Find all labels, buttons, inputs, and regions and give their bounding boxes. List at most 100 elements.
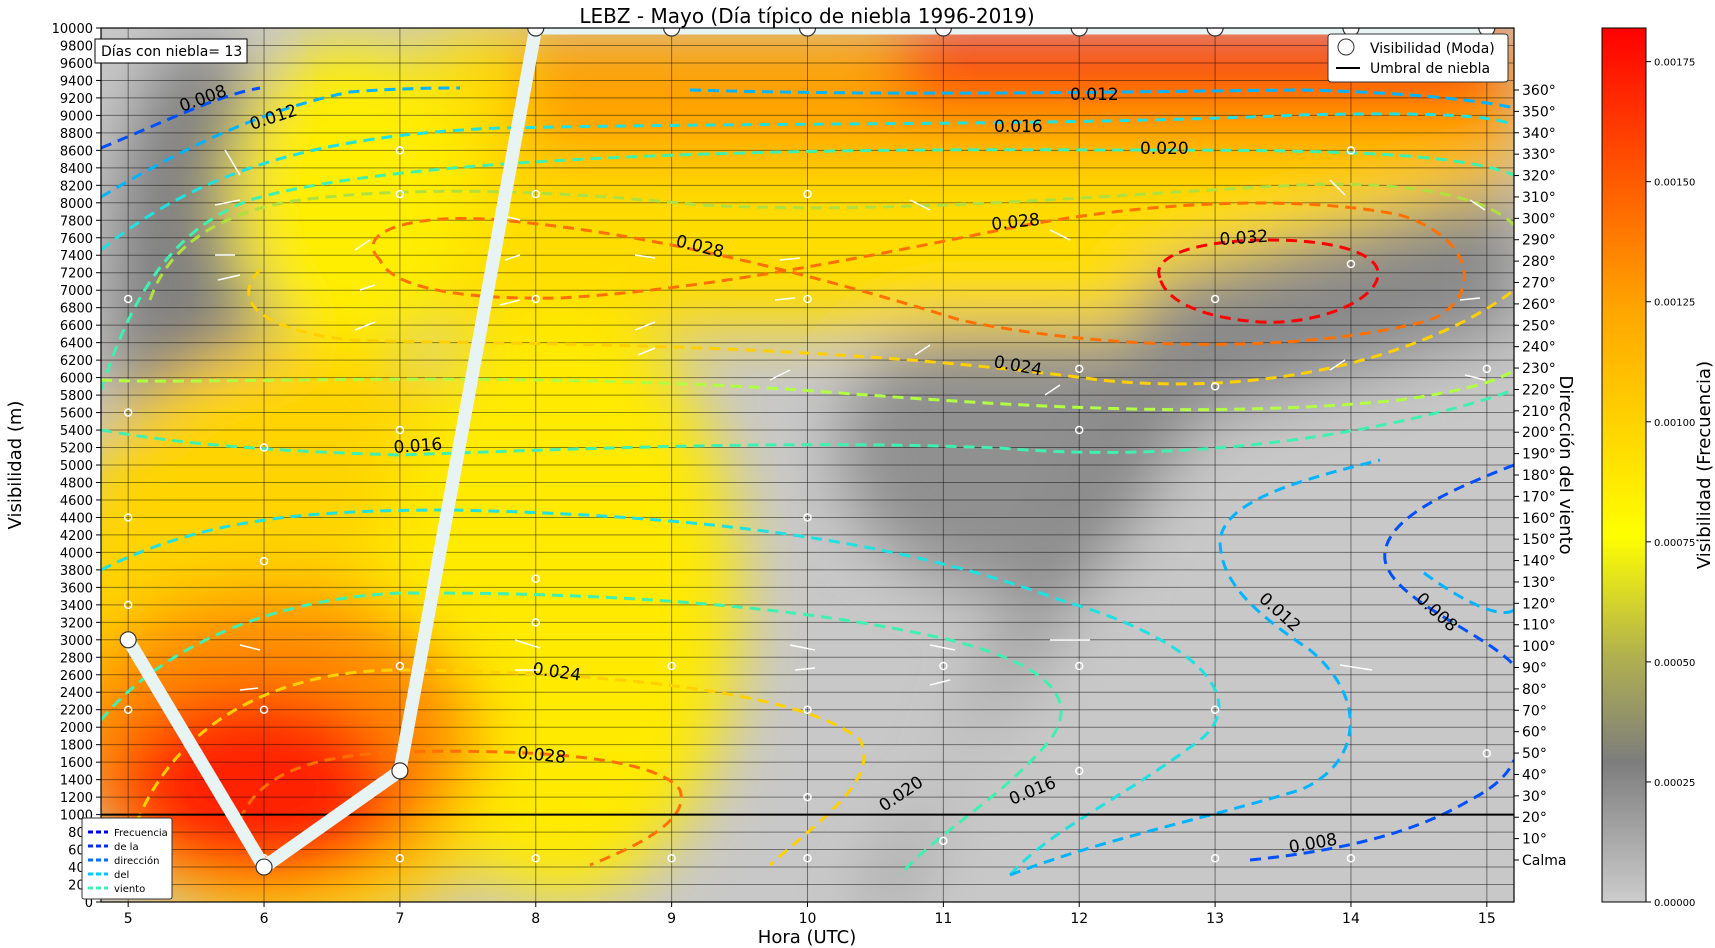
y2-tick-label: 90°	[1522, 661, 1547, 677]
y-tick-label: 4400	[60, 511, 93, 526]
colorbar-tick-label: 0.00175	[1654, 58, 1695, 69]
y-tick-label: 2400	[60, 686, 93, 701]
contour-0-012-top-r	[689, 88, 1514, 110]
y-tick-label: 8200	[60, 179, 93, 194]
y-tick-label: 6400	[60, 337, 93, 352]
obs-marker	[531, 189, 541, 199]
y-tick-label: 2200	[60, 704, 93, 719]
y-tick-label: 8600	[60, 144, 93, 159]
obs-marker	[1210, 854, 1220, 863]
y-tick-label: 5400	[60, 424, 93, 439]
wind-barb	[1459, 199, 1486, 381]
colorbar-label: Visibilidad (Frecuencia)	[1694, 361, 1715, 569]
obs-marker	[531, 854, 541, 863]
obs-marker	[803, 854, 812, 863]
wind-legend-label: de la	[114, 842, 139, 853]
y2-tick-label: 360°	[1522, 83, 1556, 99]
y-tick-label: 7600	[60, 232, 93, 247]
obs-marker	[531, 618, 541, 627]
y-axis-label: Visibilidad (m)	[5, 401, 26, 530]
y-tick-label: 1600	[60, 756, 93, 771]
y2-tick-label: Calma	[1522, 853, 1566, 869]
y2-axis-label: Dirección del viento	[1555, 375, 1576, 554]
mode-point	[255, 858, 273, 876]
mode-point	[391, 762, 409, 780]
mode-point	[663, 28, 681, 37]
x-ticks: 5 6 7 8 9 10 11 12 13 14 15	[124, 902, 1496, 927]
contour-0-012-far-right	[1419, 568, 1514, 615]
obs-marker	[1482, 364, 1492, 374]
colorbar-tick-label: 0.00000	[1654, 898, 1695, 909]
x-tick-label: 13	[1206, 911, 1224, 927]
y2-tick-label: 330°	[1522, 147, 1556, 163]
y-tick-label: 0	[85, 896, 93, 911]
obs-marker	[395, 425, 405, 435]
obs-marker	[395, 189, 405, 199]
obs-marker	[123, 294, 133, 304]
obs-marker	[1210, 294, 1220, 304]
x-tick-label: 11	[934, 911, 952, 927]
y2-tick-label: 280°	[1522, 254, 1556, 270]
y2-tick-label: 130°	[1522, 575, 1556, 591]
wind-legend: Frecuencia de la dirección del viento	[81, 817, 173, 900]
obs-marker	[395, 661, 405, 671]
colorbar-tick-label: 0.00050	[1654, 658, 1695, 669]
colorbar-ticks: 0.00000 0.00025 0.00050 0.00075 0.00100 0.001…	[1646, 58, 1695, 909]
fog-days-annotation: Días con niebla= 13	[101, 44, 242, 60]
chart-title: LEBZ - Mayo (Día típico de niebla 1996-2…	[579, 4, 1034, 28]
y2-tick-label: 310°	[1522, 190, 1556, 206]
y2-tick-label: 220°	[1522, 382, 1556, 398]
y-tick-label: 5200	[60, 442, 93, 457]
x-tick-label: 14	[1342, 911, 1360, 927]
y-tick-label: 3000	[60, 634, 93, 649]
mode-point	[934, 28, 952, 37]
y2-tick-label: 140°	[1522, 554, 1556, 570]
obs-marker	[939, 661, 948, 671]
colorbar-tick-label: 0.00125	[1654, 298, 1695, 309]
y-tick-label: 9200	[60, 92, 93, 107]
y2-tick-label: 20°	[1522, 810, 1547, 826]
y2-tick-label: 30°	[1522, 789, 1547, 805]
obs-marker	[1482, 749, 1492, 758]
y2-tick-label: 10°	[1522, 832, 1547, 848]
contour-0-024-low	[128, 668, 866, 867]
contour-0-016-low	[101, 508, 1221, 876]
obs-marker	[395, 146, 405, 155]
y-tick-label: 2600	[60, 669, 93, 684]
y2-tick-label: 300°	[1522, 211, 1556, 227]
y-tick-label: 10000	[52, 22, 93, 37]
y-tick-label: 9600	[60, 57, 93, 72]
y2-tick-label: 60°	[1522, 725, 1547, 741]
colorbar-tick-label: 0.00025	[1654, 778, 1695, 789]
contour-label: 0.016	[393, 435, 443, 458]
contour-label: 0.020	[1140, 139, 1189, 159]
y-tick-label: 9400	[60, 74, 93, 89]
mode-point	[527, 28, 545, 37]
contour-0-012-top	[101, 86, 461, 199]
legend-mode-marker	[1337, 38, 1355, 56]
y-tick-label: 3400	[60, 599, 93, 614]
y2-tick-label: 270°	[1522, 276, 1556, 292]
contour-label: 0.012	[1070, 85, 1119, 105]
x-tick-label: 6	[260, 911, 269, 927]
obs-marker	[123, 705, 133, 714]
y2-tick-label: 180°	[1522, 468, 1556, 484]
y2-tick-label: 290°	[1522, 233, 1556, 249]
contour-0-008-far-right	[1383, 463, 1514, 667]
legend-threshold-label: Umbral de niebla	[1370, 61, 1490, 77]
obs-marker	[803, 294, 812, 304]
y2-tick-label: 260°	[1522, 297, 1556, 313]
wind-legend-label: dirección	[114, 855, 159, 867]
y-tick-label: 3800	[60, 564, 93, 579]
contour-0-016-top	[101, 112, 1514, 252]
y2-tick-label: 340°	[1522, 126, 1556, 142]
y-tick-label: 6200	[60, 354, 93, 369]
obs-marker	[259, 705, 269, 714]
colorbar-tick-label: 0.00150	[1654, 178, 1695, 189]
obs-marker	[1074, 661, 1084, 671]
y-tick-label: 4000	[60, 546, 93, 561]
y-tick-label: 4200	[60, 529, 93, 544]
y2-tick-label: 100°	[1522, 639, 1556, 655]
obs-marker	[667, 661, 676, 671]
